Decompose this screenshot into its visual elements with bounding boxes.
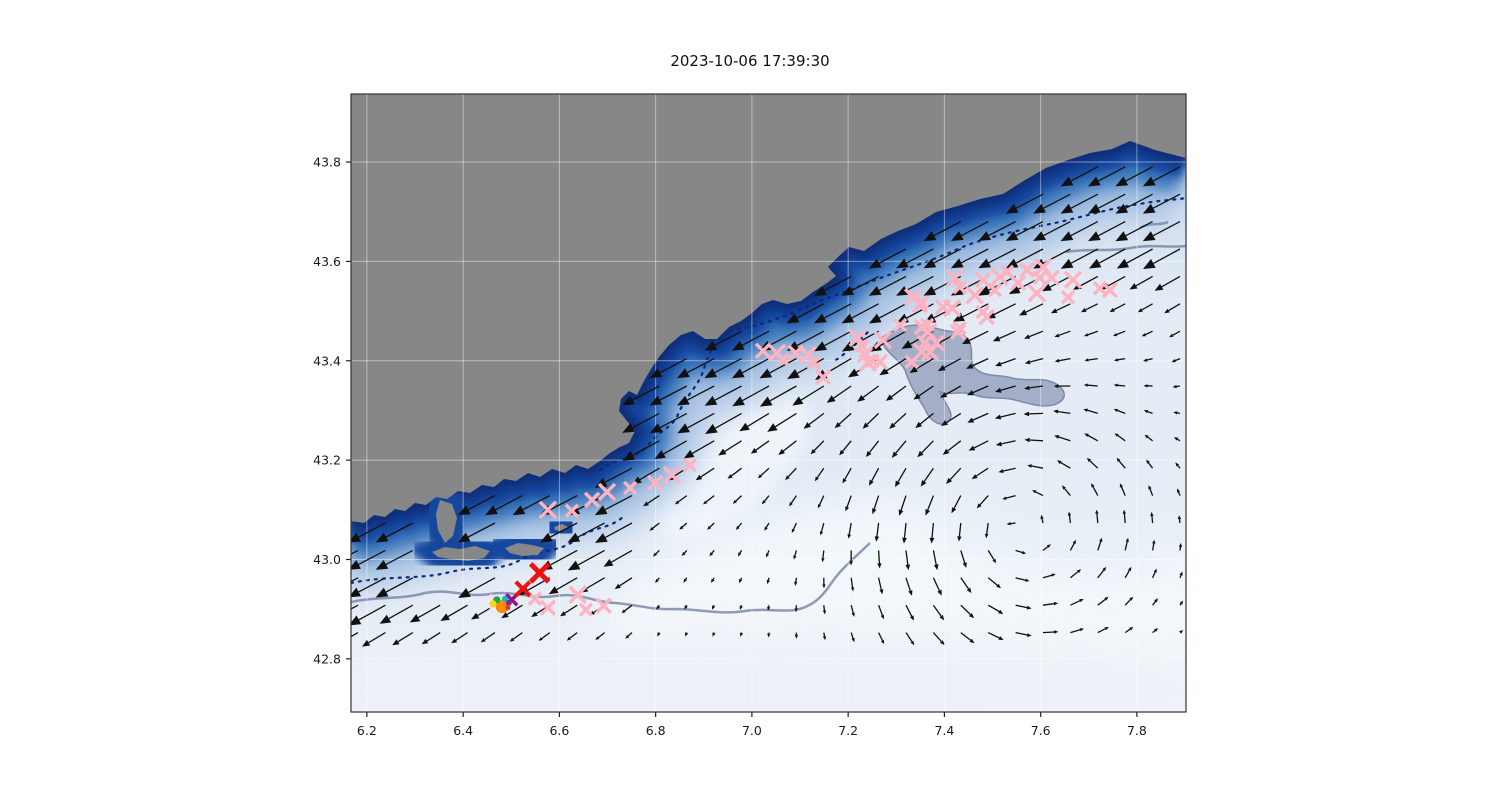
pink-x-marker	[1032, 270, 1047, 286]
pink-x-marker	[568, 585, 587, 604]
pink-x-marker	[538, 500, 558, 520]
pink-x-marker	[775, 352, 790, 367]
pink-x-marker	[1009, 274, 1027, 291]
island	[436, 500, 457, 543]
island	[432, 546, 490, 561]
x-tick-label: 7.4	[934, 723, 954, 738]
ocean-light-patches	[351, 270, 1186, 712]
pink-x-marker	[903, 287, 923, 307]
island	[505, 543, 544, 556]
pink-x-marker	[539, 599, 557, 616]
pink-x-marker	[920, 342, 940, 362]
pink-x-marker	[595, 597, 612, 614]
pink-x-marker	[952, 280, 968, 295]
slate-contour-line	[351, 542, 871, 614]
pink-x-marker	[892, 317, 908, 333]
particle-cluster-dot	[505, 605, 511, 611]
pink-x-marker	[754, 342, 772, 360]
slate-contour-line	[1065, 244, 1186, 254]
x-tick-label: 7.2	[838, 723, 858, 738]
observation-markers-layer	[488, 257, 1119, 617]
pink-x-marker	[1101, 282, 1119, 299]
particle-cluster-dot	[495, 600, 509, 614]
pink-x-marker	[974, 271, 992, 288]
y-tick-label: 43.6	[313, 254, 341, 269]
pink-x-marker	[871, 353, 889, 370]
particle-cluster-dot	[505, 599, 512, 606]
pink-x-marker	[646, 474, 664, 492]
x-tick-label: 7.6	[1031, 723, 1051, 738]
pink-x-marker	[578, 602, 594, 617]
pink-x-marker	[1063, 270, 1083, 289]
y-tick-label: 43.4	[313, 353, 341, 368]
pink-x-marker	[583, 491, 601, 509]
y-tick-label: 43.0	[313, 552, 341, 567]
pink-x-marker	[682, 457, 698, 473]
x-tick-label: 6.2	[357, 723, 377, 738]
pink-x-marker	[622, 480, 638, 496]
x-tick-label: 6.8	[646, 723, 666, 738]
y-tick-label: 43.2	[313, 453, 341, 468]
pink-x-marker	[918, 322, 938, 342]
x-tick-label: 7.8	[1127, 723, 1147, 738]
pink-x-marker	[916, 334, 933, 352]
y-tick-label: 42.8	[313, 651, 341, 666]
x-tick-label: 6.6	[549, 723, 569, 738]
y-tick-label: 43.8	[313, 155, 341, 170]
pink-x-marker	[965, 285, 984, 305]
pink-x-marker	[814, 368, 832, 386]
depth-contour-dotted	[834, 330, 870, 362]
y-axis-ticks: 42.8 43.0 43.2 43.4 43.6 43.8	[313, 155, 351, 666]
red-x-marker	[514, 580, 532, 598]
land-layer	[351, 94, 1186, 561]
ocean-light-patch	[351, 630, 1186, 712]
pink-x-marker	[1060, 289, 1076, 305]
x-tick-label: 7.0	[742, 723, 762, 738]
pink-x-marker	[978, 308, 995, 326]
pink-x-marker	[1027, 284, 1047, 303]
pink-x-marker	[949, 323, 967, 341]
red-x-marker	[528, 562, 551, 584]
pink-x-marker	[904, 354, 919, 369]
pink-x-marker	[564, 503, 580, 519]
plot-border	[350, 93, 1187, 713]
pink-x-marker	[806, 355, 822, 370]
pink-x-marker	[1043, 269, 1060, 287]
plot-title: 2023-10-06 17:39:30	[670, 52, 830, 70]
x-tick-label: 6.4	[453, 723, 473, 738]
land-mass	[351, 94, 1186, 523]
particle-cluster-dot	[489, 600, 497, 608]
pink-x-marker	[942, 298, 962, 318]
pink-x-marker	[873, 330, 893, 350]
ocean-light-patch	[659, 400, 811, 540]
pink-x-marker	[945, 268, 965, 288]
x-axis-ticks: 6.2 6.4 6.6 6.8 7.0 7.2 7.4 7.6 7.8	[357, 712, 1147, 738]
particle-cluster-dot	[502, 595, 509, 602]
pink-x-marker	[597, 482, 617, 502]
pink-x-marker	[662, 465, 682, 485]
pink-x-marker	[1018, 261, 1036, 279]
pink-x-marker	[914, 294, 929, 310]
pink-x-marker	[987, 283, 1003, 298]
